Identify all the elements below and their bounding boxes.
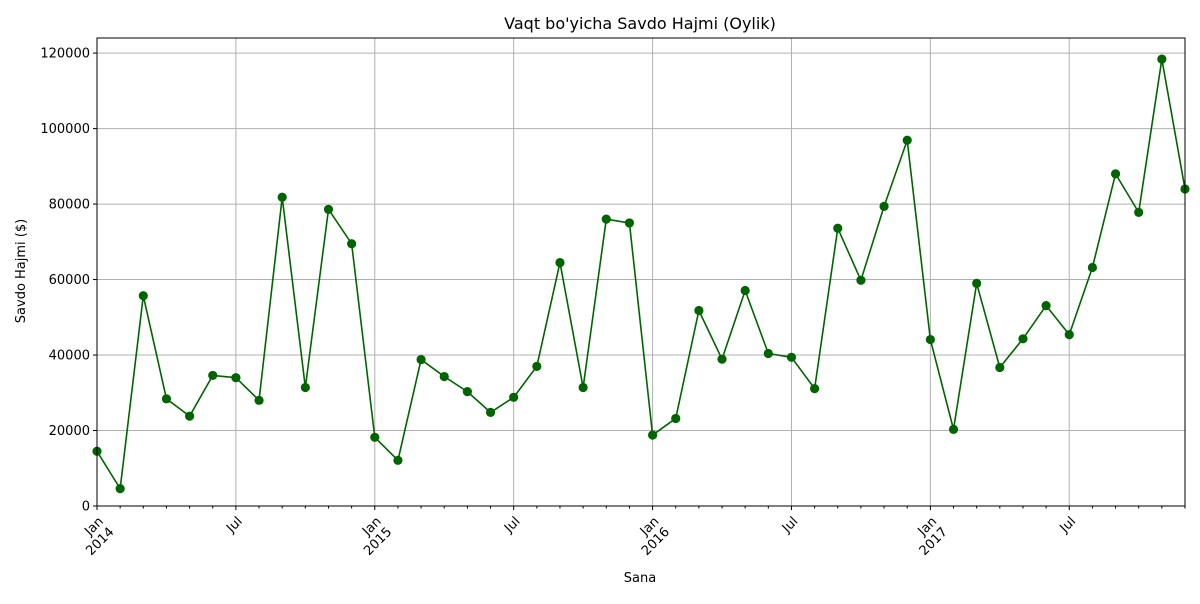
series-line: [96, 58, 1186, 490]
x-tick-label: Jan2017: [906, 514, 951, 559]
data-point: [925, 334, 935, 345]
data-point: [1157, 54, 1167, 64]
data-point: [138, 291, 148, 301]
y-tick-label: 120000: [40, 47, 90, 62]
data-point: [439, 371, 449, 382]
data-point: [184, 411, 195, 421]
y-tick-label: 60000: [49, 273, 90, 288]
data-point: [231, 373, 241, 383]
data-point: [1087, 262, 1098, 273]
grid-lines: [96, 38, 1185, 507]
data-point: [879, 201, 889, 211]
chart-title: Vaqt bo'yicha Savdo Hajmi (Oylik): [504, 14, 776, 33]
x-tick-label: Jul: [779, 514, 801, 536]
data-point: [1041, 300, 1051, 311]
data-point: [555, 257, 565, 268]
data-point: [1064, 330, 1074, 340]
y-tick-label: 0: [82, 500, 90, 515]
data-point: [1018, 334, 1028, 344]
data-point: [277, 192, 287, 202]
data-point: [323, 204, 334, 214]
y-tick-label: 40000: [49, 349, 90, 364]
tick-layer: 0 20000 40000 60000 80000 100000 120000 Jan2014…: [40, 47, 1186, 559]
data-point: [647, 430, 658, 440]
data-point: [254, 395, 264, 405]
data-point: [671, 413, 681, 424]
y-axis-label: Savdo Hajmi ($): [14, 219, 29, 323]
data-point: [601, 214, 611, 224]
data-point: [1110, 169, 1121, 179]
data-point: [578, 382, 588, 393]
data-point: [532, 361, 542, 371]
data-point: [948, 424, 959, 434]
x-tick-label: Jul: [501, 514, 523, 536]
data-point: [902, 135, 912, 145]
y-tick-label: 20000: [49, 424, 90, 439]
data-point: [416, 354, 426, 365]
data-point: [485, 407, 496, 417]
data-point: [370, 432, 380, 442]
data-point: [300, 382, 310, 393]
x-tick-label: Jan2015: [351, 514, 396, 559]
data-point: [509, 392, 519, 402]
data-point: [763, 348, 773, 359]
data-point: [347, 239, 357, 249]
data-point: [833, 223, 843, 233]
data-point: [810, 384, 820, 394]
data-point: [740, 285, 750, 296]
data-point: [462, 387, 472, 397]
x-tick-label: Jan2014: [73, 514, 118, 559]
x-axis-label: Sana: [624, 571, 656, 586]
data-point: [995, 362, 1005, 373]
data-point: [717, 354, 727, 364]
data-point: [694, 305, 704, 316]
data-layer: [92, 54, 1190, 494]
data-point: [393, 455, 403, 465]
data-point: [208, 370, 218, 381]
data-point: [624, 218, 635, 228]
plot-frame: [96, 37, 1186, 507]
y-tick-label: 100000: [40, 122, 90, 137]
data-point: [1134, 207, 1144, 217]
y-tick-label: 80000: [49, 198, 90, 213]
x-tick-label: Jul: [1057, 514, 1079, 536]
x-tick-label: Jul: [223, 514, 245, 536]
x-tick-label: Jan2016: [628, 514, 673, 559]
data-point: [115, 484, 125, 494]
data-point: [856, 275, 866, 285]
data-point: [786, 352, 797, 362]
data-point: [161, 394, 172, 404]
data-point: [972, 278, 982, 288]
